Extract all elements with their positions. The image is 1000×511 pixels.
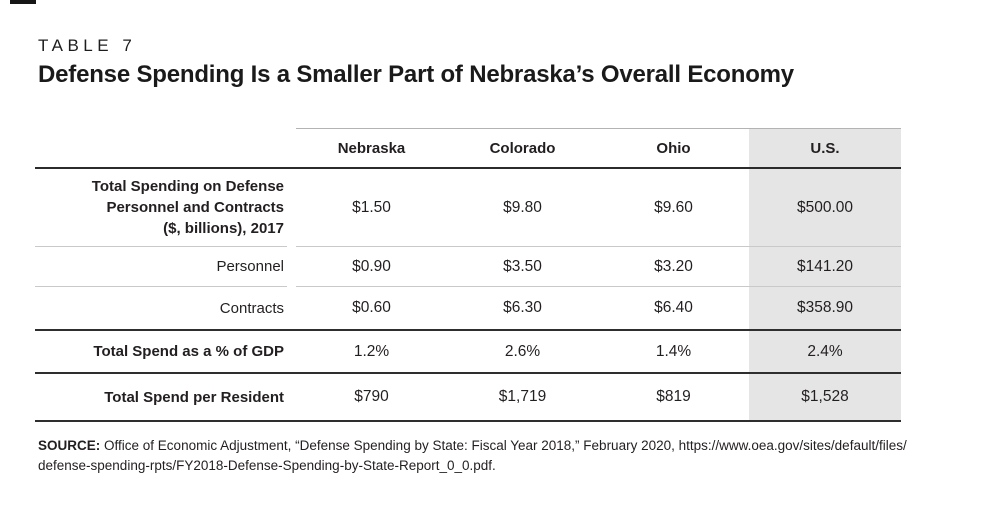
cell-value: $0.60 [296,287,447,331]
cell-value: 2.4% [749,331,901,374]
cell-value: $1.50 [296,169,447,247]
cell-value: $500.00 [749,169,901,247]
source-line-1: SOURCE: Office of Economic Adjustment, “… [38,436,978,456]
table-row-per-resident: Total Spend per Resident $790 $1,719 $81… [35,374,901,422]
source-text: Office of Economic Adjustment, “Defense … [104,438,907,453]
source-note: SOURCE: Office of Economic Adjustment, “… [38,436,978,476]
column-gap [287,374,296,422]
cell-value: $358.90 [749,287,901,331]
cell-value: $6.40 [598,287,749,331]
figure-title: Defense Spending Is a Smaller Part of Ne… [38,61,794,88]
cell-value: 1.2% [296,331,447,374]
cell-value: $6.30 [447,287,598,331]
column-gap [287,128,296,169]
cell-value: $790 [296,374,447,422]
row-label: Contracts [35,287,287,331]
table-row-pct-gdp: Total Spend as a % of GDP 1.2% 2.6% 1.4%… [35,331,901,374]
row-label: Total Spend per Resident [35,374,287,422]
header-spacer-cell [35,128,287,169]
row-label: Total Spending on Defense Personnel and … [35,169,287,247]
cell-value: $0.90 [296,247,447,287]
source-label: SOURCE: [38,438,101,453]
data-table: Nebraska Colorado Ohio U.S. Total Spendi… [35,128,901,422]
column-header-us: U.S. [749,128,901,169]
column-header-nebraska: Nebraska [296,128,447,169]
cell-value: $3.20 [598,247,749,287]
row-label: Total Spend as a % of GDP [35,331,287,374]
cell-value: 2.6% [447,331,598,374]
column-gap [287,287,296,331]
cell-value: $819 [598,374,749,422]
column-gap [287,247,296,287]
row-label-line: Total Spending on Defense [91,178,284,195]
cell-value: $1,528 [749,374,901,422]
cell-value: $1,719 [447,374,598,422]
column-header-ohio: Ohio [598,128,749,169]
table-number: TABLE 7 [38,36,137,55]
table-header-row: Nebraska Colorado Ohio U.S. [35,128,901,169]
cell-value: $9.80 [447,169,598,247]
row-label: Personnel [35,247,287,287]
column-header-colorado: Colorado [447,128,598,169]
row-label-line: Personnel and Contracts [106,199,284,216]
row-label-line: ($, billions), 2017 [163,220,284,237]
column-gap [287,169,296,247]
cell-value: $141.20 [749,247,901,287]
cell-value: 1.4% [598,331,749,374]
table-row-personnel: Personnel $0.90 $3.50 $3.20 $141.20 [35,247,901,287]
crop-artifact-dash [10,0,36,4]
table-row-contracts: Contracts $0.60 $6.30 $6.40 $358.90 [35,287,901,331]
cell-value: $3.50 [447,247,598,287]
table-row-total-spending: Total Spending on Defense Personnel and … [35,169,901,247]
column-gap [287,331,296,374]
source-line-2: defense-spending-rpts/FY2018-Defense-Spe… [38,458,496,473]
cell-value: $9.60 [598,169,749,247]
